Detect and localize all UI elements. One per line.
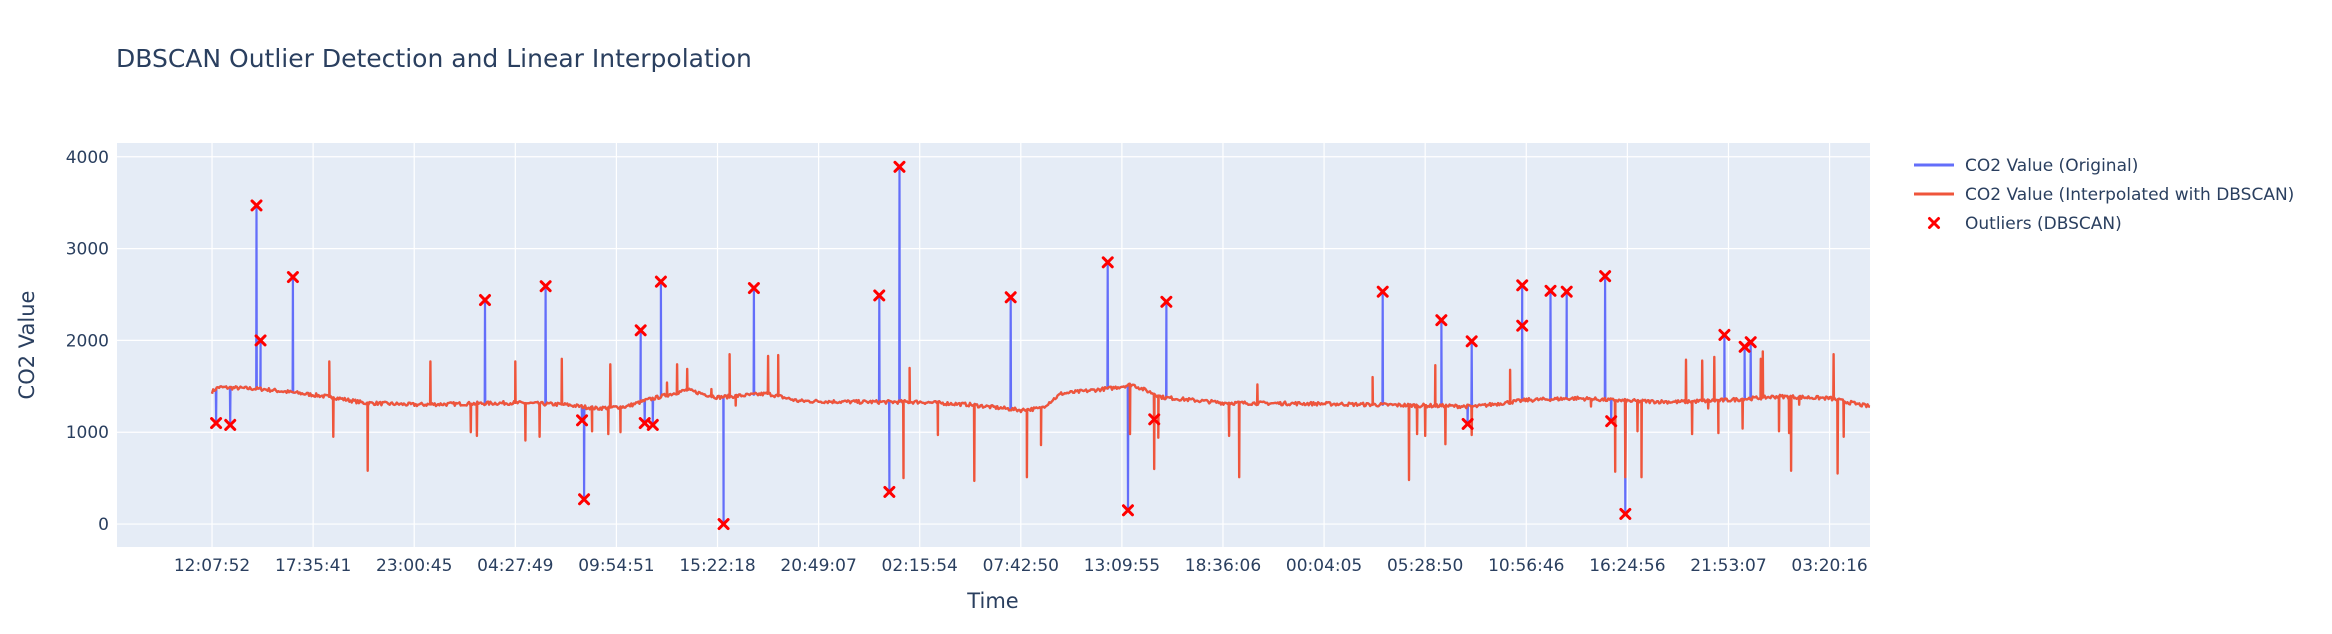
x-tick-label: 03:20:16	[1791, 556, 1867, 576]
x-tick-label: 07:42:50	[983, 556, 1059, 576]
outlier-point	[883, 485, 896, 498]
outlier-point	[1376, 285, 1389, 298]
legend-marker-outlier	[1928, 217, 1940, 229]
gridlines	[117, 143, 1870, 547]
x-tick-label: 05:28:50	[1387, 556, 1463, 576]
x-tick-label: 16:24:56	[1589, 556, 1665, 576]
outlier-point	[254, 334, 267, 347]
x-tick-label: 10:56:46	[1488, 556, 1564, 576]
outlier-point	[286, 271, 299, 284]
outlier-point	[1560, 285, 1573, 298]
series-interpolated-line	[210, 350, 1871, 483]
y-axis-ticks: 0 1000 2000 3000 4000	[66, 148, 109, 535]
outlier-point	[717, 518, 730, 531]
x-tick-label: 20:49:07	[780, 556, 856, 576]
outlier-point	[578, 493, 591, 506]
outlier-point	[1718, 328, 1731, 341]
x-tick-label: 04:27:49	[477, 556, 553, 576]
x-tick-label: 00:04:05	[1286, 556, 1362, 576]
outlier-point	[539, 280, 552, 293]
outlier-point	[893, 160, 906, 173]
outlier-point	[1435, 314, 1448, 327]
x-tick-label: 18:36:06	[1185, 556, 1261, 576]
outlier-point	[1101, 256, 1114, 269]
outlier-point	[1461, 417, 1474, 430]
x-tick-label: 12:07:52	[174, 556, 250, 576]
x-tick-label: 21:53:07	[1690, 556, 1766, 576]
outlier-point	[747, 282, 760, 295]
outlier-point	[250, 199, 263, 212]
chart-title: DBSCAN Outlier Detection and Linear Inte…	[116, 44, 752, 73]
y-tick-label: 3000	[66, 240, 109, 260]
line-interpolated	[210, 350, 1871, 483]
legend-item-outliers[interactable]: Outliers (DBSCAN)	[1928, 214, 2122, 234]
legend-label-outliers: Outliers (DBSCAN)	[1965, 214, 2122, 234]
x-tick-label: 02:15:54	[882, 556, 958, 576]
outlier-point	[1516, 279, 1529, 292]
legend-label-interpolated: CO2 Value (Interpolated with DBSCAN)	[1965, 185, 2294, 205]
legend-item-interpolated[interactable]: CO2 Value (Interpolated with DBSCAN)	[1914, 185, 2294, 205]
outlier-point	[1544, 284, 1557, 297]
legend[interactable]: CO2 Value (Original) CO2 Value (Interpol…	[1914, 156, 2294, 234]
legend-item-original[interactable]: CO2 Value (Original)	[1914, 156, 2138, 176]
outlier-point	[1744, 336, 1757, 349]
outlier-point	[1160, 295, 1173, 308]
legend-swatch-outliers	[1928, 217, 1940, 229]
outlier-point	[1605, 415, 1618, 428]
outlier-point	[634, 324, 647, 337]
y-axis-title: CO2 Value	[15, 291, 39, 400]
x-tick-label: 13:09:55	[1084, 556, 1160, 576]
y-tick-label: 4000	[66, 148, 109, 168]
x-tick-label: 17:35:41	[275, 556, 351, 576]
x-tick-label: 09:54:51	[578, 556, 654, 576]
outlier-point	[1465, 335, 1478, 348]
outlier-point	[210, 417, 223, 430]
outlier-point	[646, 418, 659, 431]
outlier-point	[1599, 270, 1612, 283]
outlier-point	[1148, 413, 1161, 426]
outlier-point	[1004, 291, 1017, 304]
y-tick-label: 1000	[66, 423, 109, 443]
outlier-point	[1121, 504, 1134, 517]
y-tick-label: 2000	[66, 331, 109, 351]
series-outlier-markers	[210, 160, 1757, 531]
outlier-point	[478, 294, 491, 307]
outlier-point	[1516, 319, 1529, 332]
y-tick-label: 0	[98, 515, 109, 535]
plot-area	[117, 143, 1870, 547]
legend-label-original: CO2 Value (Original)	[1965, 156, 2138, 176]
x-tick-label: 15:22:18	[679, 556, 755, 576]
x-axis-ticks: 12:07:52 17:35:41 23:00:45 04:27:49 09:54:51…	[174, 556, 1868, 576]
outlier-point	[224, 418, 237, 431]
outlier-point	[576, 414, 589, 427]
x-tick-label: 23:00:45	[376, 556, 452, 576]
outlier-point	[1619, 507, 1632, 520]
outlier-point	[873, 289, 886, 302]
outlier-point	[654, 275, 667, 288]
x-axis-title: Time	[966, 589, 1018, 613]
